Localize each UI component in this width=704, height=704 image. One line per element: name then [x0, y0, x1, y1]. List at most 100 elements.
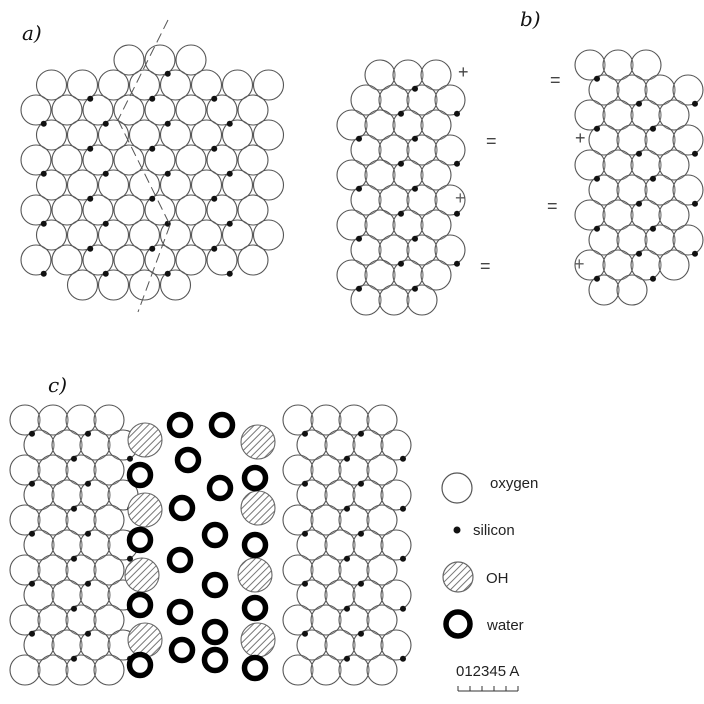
oxygen-atom: [159, 119, 192, 151]
oxygen-atom: [336, 159, 368, 191]
oxygen-atom: [296, 629, 328, 661]
silicon-atom: [692, 150, 698, 157]
silicon-atom: [87, 95, 94, 102]
oxygen-atom: [324, 529, 356, 561]
silicon-atom: [400, 605, 406, 612]
oxygen-atom: [616, 124, 648, 156]
oxygen-atom: [20, 244, 52, 276]
silicon-atom: [594, 125, 600, 132]
oxygen-atom: [93, 654, 125, 686]
silicon-atom: [40, 220, 47, 227]
oxygen-atom: [237, 94, 269, 126]
oxygen-atom: [672, 74, 704, 106]
oxygen-atom: [296, 529, 328, 561]
oxygen-atom: [434, 184, 466, 216]
oxygen-atom: [175, 44, 207, 76]
silicon-atom: [149, 95, 156, 102]
oxygen-atom: [392, 209, 424, 241]
silicon-atom: [87, 245, 94, 252]
silicon-atom: [454, 110, 460, 117]
silicon-atom: [344, 605, 350, 612]
oxygen-atom: [35, 69, 68, 101]
oxygen-atom: [616, 224, 648, 256]
oxygen-atom: [252, 69, 285, 101]
oxygen-atom: [324, 429, 356, 461]
oxygen-atom: [93, 404, 125, 436]
oxygen-atom: [366, 504, 398, 536]
oxygen-atom: [588, 124, 620, 156]
oxygen-atom: [644, 124, 676, 156]
silicon-atom: [344, 655, 350, 662]
oxygen-atom: [51, 579, 83, 611]
silicon-atom: [164, 220, 171, 227]
oxygen-atom: [406, 184, 438, 216]
oxygen-atom: [113, 244, 145, 276]
oxygen-atom: [338, 454, 370, 486]
oxygen-atom: [97, 219, 130, 251]
oxygen-atom: [35, 119, 68, 151]
water-molecule: [241, 531, 269, 559]
silicon-atom: [358, 430, 364, 437]
water-molecule: [201, 571, 229, 599]
fracture-line: [117, 119, 171, 226]
oxygen-atom: [159, 219, 192, 251]
oxygen-atom: [338, 554, 370, 586]
oxygen-atom: [630, 49, 662, 81]
oxygen-atom: [66, 69, 99, 101]
legend: oxygen silicon OH water 012345 A: [441, 472, 538, 692]
oxygen-atom: [113, 194, 145, 226]
silicon-atom: [398, 210, 404, 217]
water-molecule: [241, 464, 269, 492]
silicon-atom: [164, 120, 171, 127]
oxygen-atom: [66, 219, 99, 251]
silicon-atom: [302, 430, 308, 437]
water-molecule: [201, 646, 229, 674]
silicon-atom: [692, 250, 698, 257]
hydroxyl-group: [237, 557, 273, 593]
oxygen-atom: [35, 169, 68, 201]
silicon-atom: [400, 655, 406, 662]
silicon-atom: [226, 120, 233, 127]
silicon-atom: [127, 555, 133, 562]
oxygen-atom: [616, 174, 648, 206]
oxygen-atom: [79, 429, 111, 461]
water-molecule: [126, 651, 154, 679]
silicon-atom: [358, 580, 364, 587]
oxygen-atom: [324, 479, 356, 511]
silicon-atom: [40, 170, 47, 177]
oxygen-atom: [338, 504, 370, 536]
silicon-atom: [211, 245, 218, 252]
water-molecule: [168, 494, 196, 522]
oxygen-atom: [364, 59, 396, 91]
oxygen-atom: [366, 454, 398, 486]
oxygen-atom: [79, 529, 111, 561]
oxygen-atom: [37, 554, 69, 586]
oxygen-atom: [630, 249, 662, 281]
silicon-atom: [412, 185, 418, 192]
legend-silicon-label: silicon: [473, 522, 515, 539]
oxygen-atom: [252, 219, 285, 251]
oxygen-atom: [434, 84, 466, 116]
oxygen-atom: [602, 199, 634, 231]
oxygen-atom: [310, 654, 342, 686]
oxygen-atom: [324, 629, 356, 661]
oxygen-atom: [82, 144, 114, 176]
oxygen-atom: [221, 219, 254, 251]
oxygen-atom: [23, 529, 55, 561]
oxygen-atom: [128, 169, 161, 201]
oxygen-atom: [65, 504, 97, 536]
panel-c-hydrated-interface: [9, 404, 412, 686]
oxygen-atom: [37, 404, 69, 436]
oxygen-atom: [352, 479, 384, 511]
oxygen-atom: [434, 234, 466, 266]
oxygen-atom: [51, 244, 83, 276]
oxygen-atom: [336, 209, 368, 241]
oxygen-atom: [350, 84, 382, 116]
oxygen-atom: [378, 184, 410, 216]
silicon-atom: [302, 480, 308, 487]
oxygen-atom: [237, 244, 269, 276]
silicon-atom: [85, 480, 91, 487]
oxygen-atom: [616, 274, 648, 306]
silicon-atom: [358, 530, 364, 537]
oxygen-atom: [82, 194, 114, 226]
